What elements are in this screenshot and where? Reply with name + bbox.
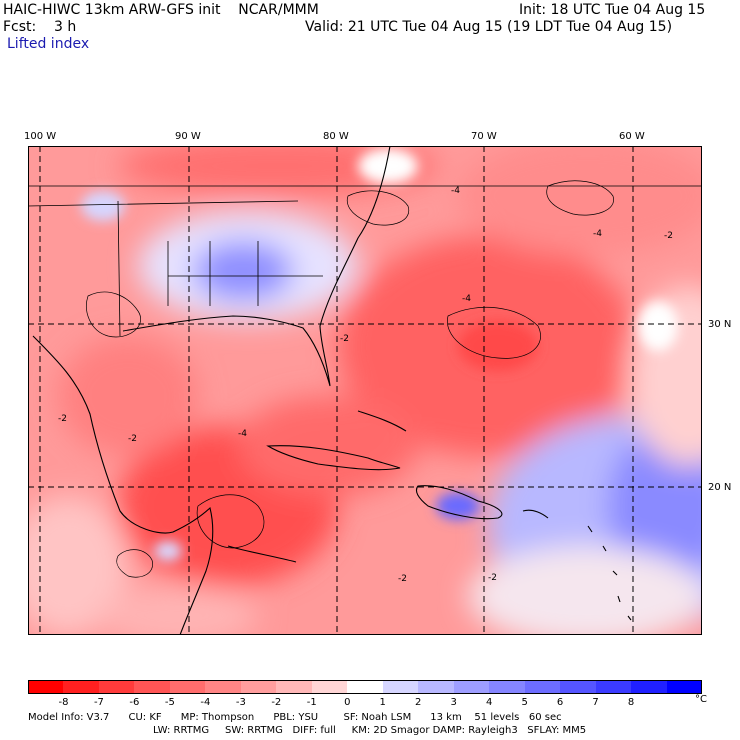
coastlines [32,146,632,635]
model-info-line1: Model Info: V3.7 CU: KF MP: Thompson PBL… [28,712,562,723]
svg-text:-4: -4 [462,294,471,304]
svg-text:-2: -2 [488,573,497,583]
colorbar-swatch [205,680,242,694]
lon-label-80w: 80 W [323,131,349,142]
colorbar-swatch [560,680,597,694]
svg-text:-2: -2 [398,574,407,584]
colorbar-tick-label: -3 [235,697,246,708]
colorbar-swatch [453,680,490,694]
colorbar-tick-label: -2 [271,697,282,708]
colorbar-tick-label: -5 [164,697,175,708]
map-frame [28,146,702,635]
colorbar-swatch [631,680,668,694]
svg-text:-4: -4 [238,429,247,439]
colorbar-swatch [134,680,171,694]
forecast-hour: Fcst: 3 h [3,19,77,35]
colorbar-frame [28,680,702,694]
field-name: Lifted index [7,36,90,52]
colorbar-swatch [418,680,455,694]
colorbar-tick-label: -4 [200,697,211,708]
field-detail [81,148,678,561]
lon-label-90w: 90 W [175,131,201,142]
lifted-index-map: -4 -4 -4 -4 -2 -2 -2 -2 -2 -2 [28,146,702,635]
field-shading [28,146,702,635]
colorbar-swatch [311,680,348,694]
lat-label-20n: 20 N [708,482,732,493]
colorbar-swatch [28,680,64,694]
colorbar-swatch [63,680,100,694]
colorbar-tick-label: -7 [93,697,104,708]
colorbar-swatch [666,680,703,694]
colorbar-tick-label: -1 [306,697,317,708]
svg-text:-2: -2 [58,414,67,424]
contours [86,180,614,578]
svg-text:-2: -2 [664,231,673,241]
colorbar [28,680,703,694]
grid-lines [28,146,702,635]
model-info-line2: LW: RRTMG SW: RRTMG DIFF: full KM: 2D Sm… [153,725,587,736]
svg-text:-2: -2 [128,434,137,444]
model-title: HAIC-HIWC 13km ARW-GFS init NCAR/MMM [3,2,319,18]
colorbar-swatch [595,680,632,694]
lon-label-60w: 60 W [619,131,645,142]
lat-label-30n: 30 N [708,319,732,330]
valid-time: Valid: 21 UTC Tue 04 Aug 15 (19 LDT Tue … [305,19,673,35]
colorbar-swatch [489,680,526,694]
lon-label-70w: 70 W [471,131,497,142]
colorbar-tick-label: 3 [450,697,457,708]
colorbar-swatch [98,680,135,694]
contour-labels: -4 -4 -4 -4 -2 -2 -2 -2 -2 -2 [58,186,673,584]
svg-text:-4: -4 [451,186,460,196]
state-borders [28,185,702,337]
svg-text:-2: -2 [340,334,349,344]
colorbar-tick-label: 2 [415,697,422,708]
colorbar-tick-label: 0 [344,697,351,708]
lon-label-100w: 100 W [24,131,57,142]
colorbar-tick-label: 4 [485,697,493,708]
colorbar-swatch [347,680,384,694]
colorbar-swatch [524,680,561,694]
colorbar-tick-label: -6 [129,697,140,708]
colorbar-swatch [169,680,206,694]
svg-text:-4: -4 [593,229,602,239]
colorbar-tick-label: 1 [379,697,386,708]
colorbar-tick-label: 5 [521,697,528,708]
colorbar-swatch [382,680,419,694]
init-time: Init: 18 UTC Tue 04 Aug 15 [519,2,706,18]
colorbar-tick-label: 7 [592,697,599,708]
colorbar-unit: °C [695,694,707,705]
colorbar-tick-label: 6 [556,697,564,708]
colorbar-tick-label: -8 [58,697,69,708]
colorbar-tick-label: 8 [627,697,635,708]
colorbar-swatch [240,680,277,694]
colorbar-swatch [276,680,313,694]
